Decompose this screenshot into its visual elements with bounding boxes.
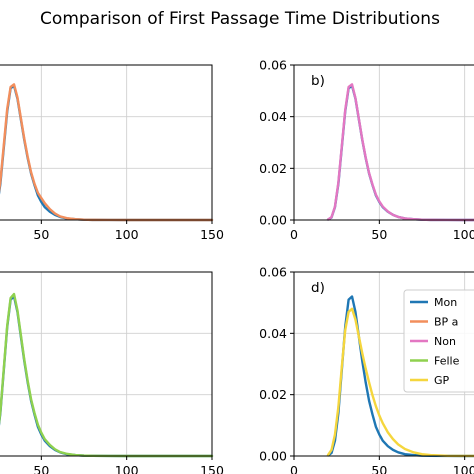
panel-b: 0 50 100 0.00 0.02 0.04 0.06 b): [259, 58, 474, 242]
legend-box: [403, 289, 474, 393]
series-line: [326, 83, 474, 222]
x-tick-label: 100: [453, 463, 474, 474]
panel-c: 50 100 150: [0, 271, 224, 474]
panel-a: 50 100 150: [0, 64, 224, 242]
y-tick-label: 0.04: [259, 109, 287, 124]
axes-frame: [293, 271, 474, 457]
series-line: [326, 307, 474, 458]
panel-label: d): [311, 280, 325, 296]
y-tick-label: 0.06: [259, 265, 287, 280]
x-tick-label: 100: [115, 463, 139, 474]
x-tick-label: 150: [200, 227, 224, 242]
figure-title: Comparison of First Passage Time Distrib…: [40, 9, 440, 29]
x-tick-label: 50: [33, 227, 49, 242]
x-tick-label: 50: [371, 463, 387, 474]
x-tick-label: 0: [290, 463, 298, 474]
series-line: [0, 84, 214, 222]
y-tick-label: 0.00: [259, 213, 287, 228]
y-tick-label: 0.04: [259, 326, 287, 341]
panel-label: b): [311, 73, 325, 89]
series-line: [0, 295, 214, 458]
panels: 50 100 150 0 50 100 0.00 0.02 0.04 0.06 b) 50 100 150…: [0, 58, 474, 474]
legend-label: Mon: [434, 296, 457, 309]
x-tick-label: 50: [33, 463, 49, 474]
legend-label: BP a: [434, 316, 458, 329]
legend-label: Non: [434, 335, 456, 348]
axes-frame: [0, 271, 213, 457]
series-line: [326, 84, 474, 222]
y-tick-label: 0.00: [259, 449, 287, 464]
y-tick-label: 0.06: [259, 58, 287, 73]
panel-d: 0 50 100 0.00 0.02 0.04 0.06 d): [259, 265, 474, 474]
series-line: [0, 292, 214, 458]
axes-frame: [0, 64, 213, 221]
y-tick-label: 0.02: [259, 387, 287, 402]
x-tick-label: 0: [290, 227, 298, 242]
legend-label: Felle: [434, 355, 460, 368]
legend: Mon BP a Non Felle GP: [403, 289, 474, 393]
x-tick-label: 150: [200, 463, 224, 474]
grid-c: [0, 271, 213, 457]
y-tick-label: 0.02: [259, 161, 287, 176]
x-tick-label: 100: [115, 227, 139, 242]
legend-label: GP: [434, 374, 450, 387]
grid-a: [0, 64, 213, 221]
x-tick-label: 100: [453, 227, 474, 242]
series-line: [0, 83, 214, 222]
x-tick-label: 50: [371, 227, 387, 242]
axes-frame: [293, 64, 474, 221]
